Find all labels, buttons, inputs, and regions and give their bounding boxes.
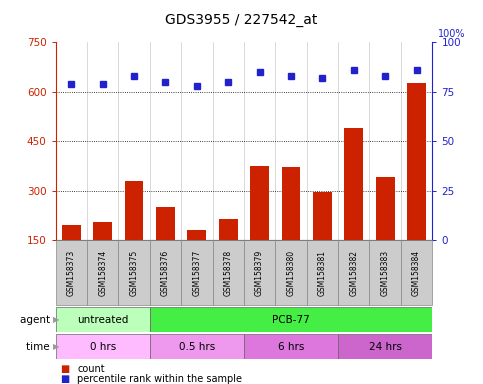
Text: agent: agent — [20, 314, 53, 325]
Bar — [62, 225, 81, 290]
Bar — [93, 222, 112, 290]
Text: GDS3955 / 227542_at: GDS3955 / 227542_at — [165, 13, 318, 27]
Text: 0.5 hrs: 0.5 hrs — [179, 341, 215, 352]
Bar — [56, 334, 150, 359]
Text: GSM158375: GSM158375 — [129, 250, 139, 296]
Bar — [376, 177, 395, 290]
Text: 0 hrs: 0 hrs — [89, 341, 116, 352]
Text: count: count — [77, 364, 105, 374]
Bar — [407, 83, 426, 290]
Bar — [401, 240, 432, 305]
Text: GSM158384: GSM158384 — [412, 250, 421, 296]
Text: ■: ■ — [60, 374, 70, 384]
Bar — [369, 240, 401, 305]
Bar — [219, 218, 238, 290]
Text: GSM158380: GSM158380 — [286, 250, 296, 296]
Bar — [213, 240, 244, 305]
Bar — [338, 240, 369, 305]
Text: GSM158381: GSM158381 — [318, 250, 327, 296]
Text: GSM158374: GSM158374 — [98, 250, 107, 296]
Bar — [118, 240, 150, 305]
Bar — [125, 181, 143, 290]
Text: GSM158373: GSM158373 — [67, 250, 76, 296]
Bar — [56, 240, 87, 305]
Bar — [244, 334, 338, 359]
Text: untreated: untreated — [77, 314, 128, 325]
Bar — [307, 240, 338, 305]
Text: GSM158376: GSM158376 — [161, 250, 170, 296]
Bar — [150, 334, 244, 359]
Text: 6 hrs: 6 hrs — [278, 341, 304, 352]
Text: percentile rank within the sample: percentile rank within the sample — [77, 374, 242, 384]
Bar — [56, 307, 150, 332]
Bar — [150, 307, 432, 332]
Bar — [282, 167, 300, 290]
Text: ▶: ▶ — [53, 315, 59, 324]
Text: GSM158378: GSM158378 — [224, 250, 233, 296]
Bar — [181, 240, 213, 305]
Bar — [344, 128, 363, 290]
Bar — [313, 192, 332, 290]
Text: 100%: 100% — [438, 30, 465, 40]
Text: GSM158382: GSM158382 — [349, 250, 358, 296]
Bar — [250, 166, 269, 290]
Text: time: time — [26, 341, 53, 352]
Bar — [244, 240, 275, 305]
Text: GSM158383: GSM158383 — [381, 250, 390, 296]
Text: ■: ■ — [60, 364, 70, 374]
Bar — [150, 240, 181, 305]
Text: 24 hrs: 24 hrs — [369, 341, 402, 352]
Bar — [156, 207, 175, 290]
Bar — [87, 240, 118, 305]
Text: GSM158377: GSM158377 — [192, 250, 201, 296]
Text: ▶: ▶ — [53, 342, 59, 351]
Text: PCB-77: PCB-77 — [272, 314, 310, 325]
Text: GSM158379: GSM158379 — [255, 250, 264, 296]
Bar — [187, 230, 206, 290]
Bar — [275, 240, 307, 305]
Bar — [338, 334, 432, 359]
